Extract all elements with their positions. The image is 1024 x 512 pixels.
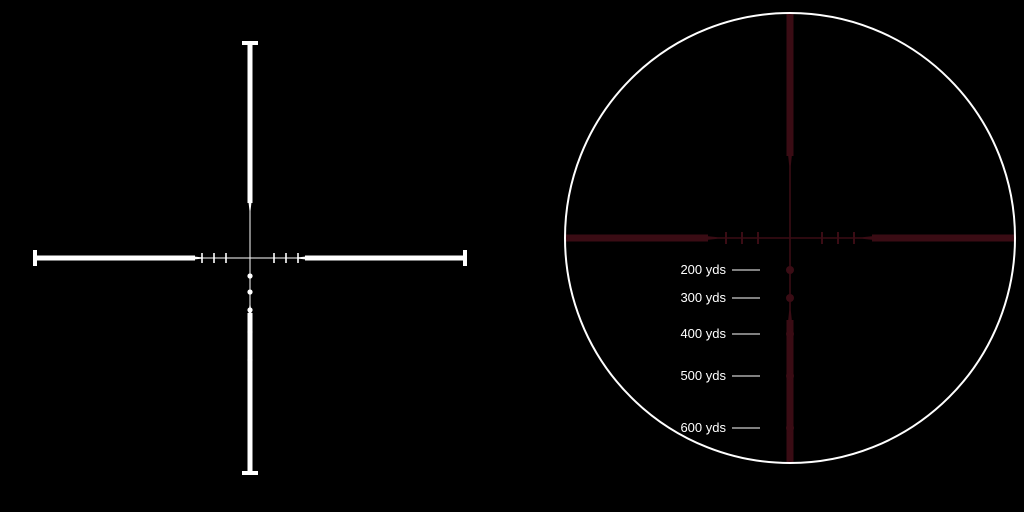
left-holdover-dot (247, 357, 252, 362)
right-holdover-dot (786, 330, 794, 338)
right-holdover-dot (786, 424, 794, 432)
left-post-bottom (248, 313, 253, 473)
left-htick (225, 253, 227, 263)
left-htick (285, 253, 287, 263)
left-holdover-dot (247, 289, 252, 294)
left-holdover-dot (247, 273, 252, 278)
right-holdover-dot (786, 372, 794, 380)
reticle-diagram-container: { "canvas": { "width": 1024, "height": 5… (0, 0, 1024, 512)
right-htick (837, 232, 839, 244)
left-endcap-top (242, 41, 258, 45)
right-htick (853, 232, 855, 244)
left-htick (201, 253, 203, 263)
right-post-right (872, 235, 1015, 242)
right-htick (741, 232, 743, 244)
yardage-label: 400 yds (680, 326, 726, 341)
right-reticle-clipped: 200 yds 300 yds 400 yds 500 yds 600 yds (565, 13, 1015, 463)
reticle-svg: 200 yds 300 yds 400 yds 500 yds 600 yds (0, 0, 1024, 512)
right-holdover-dot (786, 266, 794, 274)
right-reticle: 200 yds 300 yds 400 yds 500 yds 600 yds (565, 13, 1015, 463)
left-holdover-dot (247, 329, 252, 334)
right-post-left (565, 235, 708, 242)
left-post-top (248, 43, 253, 203)
right-post-top (787, 13, 794, 156)
left-endcap-right (463, 250, 467, 266)
left-reticle (33, 41, 467, 475)
yardage-label: 200 yds (680, 262, 726, 277)
left-post-left (35, 256, 195, 261)
left-holdover-dot (247, 307, 252, 312)
right-htick (757, 232, 759, 244)
right-htick (725, 232, 727, 244)
left-post-right (305, 256, 465, 261)
left-endcap-bottom (242, 471, 258, 475)
right-htick (821, 232, 823, 244)
right-holdover-dot (786, 294, 794, 302)
right-post-bottom (787, 320, 794, 463)
left-htick (297, 253, 299, 263)
left-htick (273, 253, 275, 263)
yardage-label: 300 yds (680, 290, 726, 305)
yardage-label: 500 yds (680, 368, 726, 383)
left-endcap-left (33, 250, 37, 266)
left-htick (213, 253, 215, 263)
yardage-label: 600 yds (680, 420, 726, 435)
